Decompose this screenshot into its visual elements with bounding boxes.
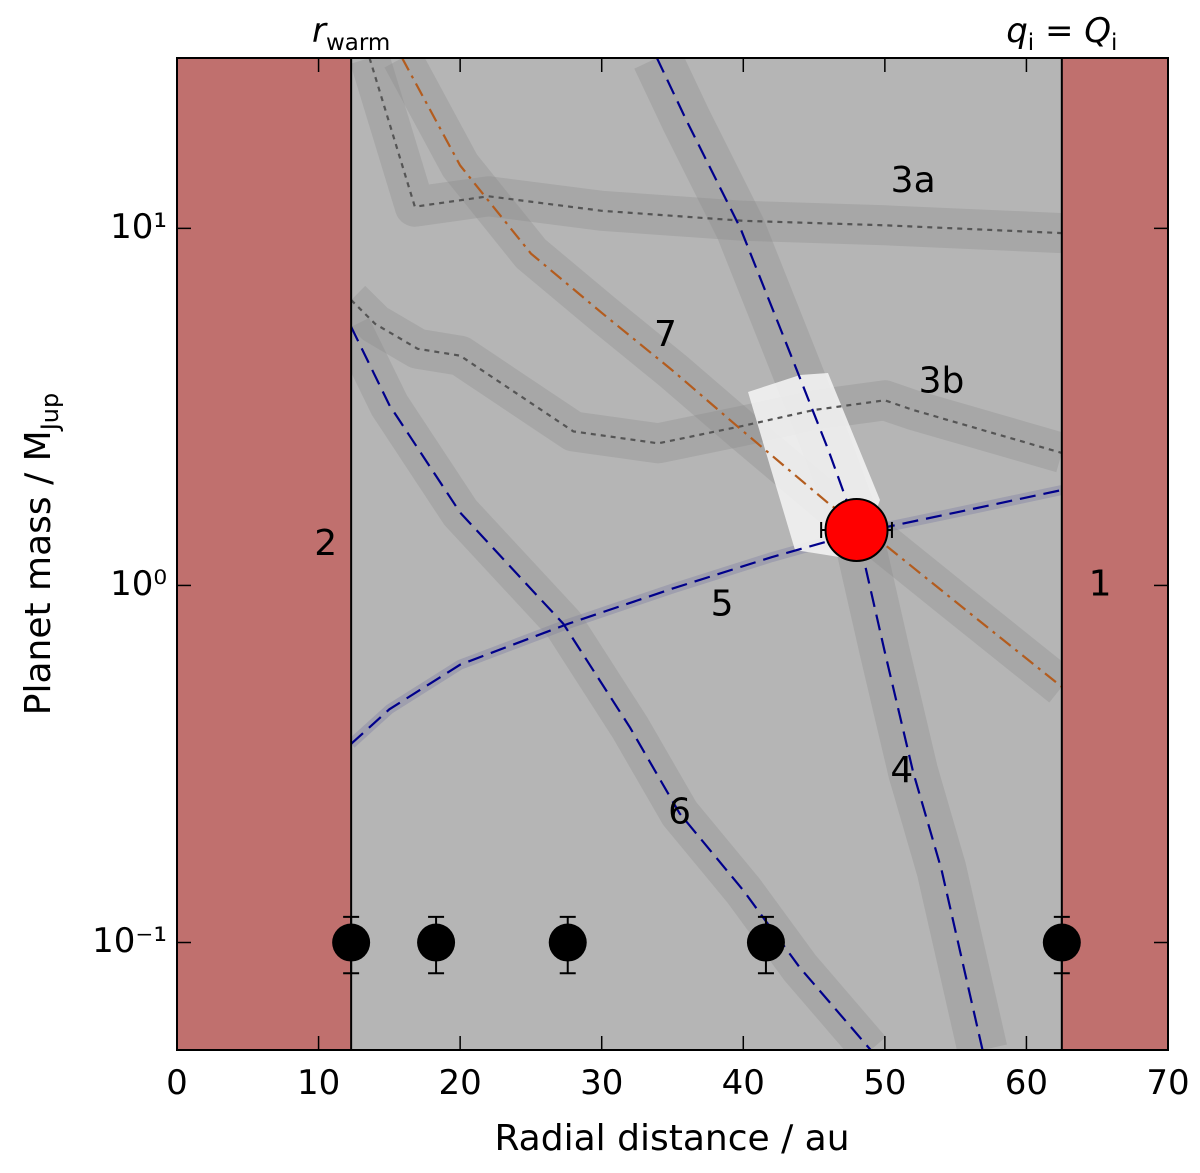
excluded-region	[1061, 58, 1168, 1050]
boundary-label-part: warm	[326, 30, 390, 56]
curve	[655, 58, 984, 1050]
y-tick-label: 10⁻¹	[92, 921, 167, 961]
y-axis-label: Planet mass / MJup	[18, 393, 64, 716]
curve-label: 5	[711, 583, 734, 624]
uncertainty-band	[337, 285, 1068, 473]
boundary-label-part: =	[1034, 11, 1084, 51]
point	[417, 923, 456, 962]
curve-label: 3a	[891, 160, 936, 201]
x-tick-label: 20	[439, 1063, 482, 1103]
x-tick-label: 60	[1005, 1063, 1048, 1103]
curve-label: 7	[654, 314, 677, 355]
boundary-label-part: r	[312, 11, 328, 51]
x-tick-label: 10	[297, 1063, 340, 1103]
curve-label: 3b	[919, 361, 965, 402]
curve	[401, 58, 1063, 688]
curve	[368, 58, 1062, 235]
boundary-label-part: q	[1006, 11, 1028, 51]
boundary-label-part: i	[1111, 30, 1117, 56]
x-tick-label: 40	[722, 1063, 765, 1103]
x-tick-label: 30	[580, 1063, 623, 1103]
point	[746, 923, 785, 962]
point	[548, 923, 587, 962]
x-axis-label: Radial distance / au	[494, 1118, 849, 1159]
region-label: 2	[314, 523, 337, 564]
y-tick-label: 10¹	[110, 207, 167, 247]
curve	[350, 488, 1063, 745]
x-tick-label: 70	[1146, 1063, 1189, 1103]
y-axis-label-main: Planet mass / M	[18, 430, 59, 715]
boundary-label: qi = Qi	[1006, 11, 1117, 56]
excluded-region	[177, 58, 352, 1050]
boundary-label-part: Q	[1084, 11, 1111, 51]
point	[332, 923, 371, 962]
y-axis-label-sub: Jup	[36, 393, 64, 433]
planet	[824, 497, 889, 562]
curve-label: 6	[668, 791, 691, 832]
plot-frame	[176, 57, 1169, 1051]
curve-label: 4	[890, 750, 913, 791]
boundary-label: rwarm	[312, 11, 390, 56]
region-label: 1	[1089, 563, 1112, 604]
x-tick-label: 0	[166, 1063, 188, 1103]
boundary-label-part: i	[1028, 30, 1034, 56]
x-tick-label: 50	[863, 1063, 906, 1103]
y-tick-label: 10⁰	[110, 564, 167, 604]
point	[1042, 923, 1081, 962]
